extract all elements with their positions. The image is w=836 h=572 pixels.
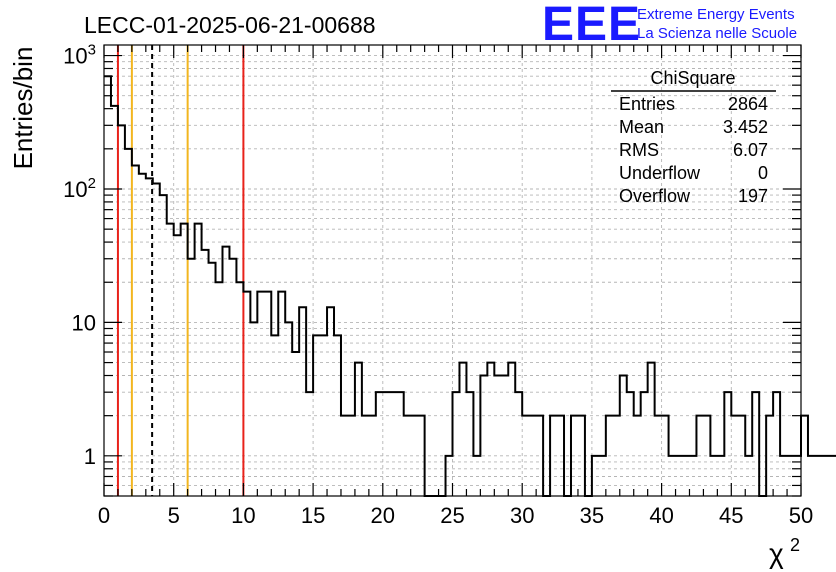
y-axis-label: Entries/bin [8,47,38,170]
eee-logo-line1: Extreme Energy Events [637,6,795,23]
run-title: LECC-01-2025-06-21-00688 [84,12,376,38]
x-tick-label: 50 [789,503,813,528]
x-tick-label: 5 [168,503,180,528]
x-tick-label: 25 [440,503,464,528]
x-tick-label: 0 [98,503,110,528]
x-tick-labels: 0 5 10 15 20 25 30 35 40 45 50 [98,503,813,528]
stats-row-label: RMS [619,140,659,160]
histogram-outline [104,75,836,497]
stats-row-label: Mean [619,117,664,137]
grid-lines [104,45,801,496]
x-tick-label: 20 [371,503,395,528]
reference-lines [116,45,245,496]
x-tick-label: 45 [719,503,743,528]
stats-row-label: Entries [619,94,675,114]
axis-ticks [103,45,802,497]
stats-row-value: 6.07 [733,140,768,160]
stats-row-value: 0 [758,163,768,183]
y-tick-labels: 1 10 102 103 [63,42,96,469]
y-tick-label: 102 [63,175,96,202]
stats-row-label: Underflow [619,163,701,183]
stats-box: ChiSquare Entries 2864 Mean 3.452 RMS 6.07 Und… [611,68,776,206]
x-tick-label: 40 [649,503,673,528]
x-tick-label: 35 [580,503,604,528]
x-tick-label: 15 [301,503,325,528]
eee-logo-line2: La Scienza nelle Scuole [637,25,797,42]
y-tick-label: 103 [63,42,96,69]
stats-row-label: Overflow [619,186,691,206]
stats-row-value: 2864 [728,94,768,114]
eee-logo-mark: EEE [542,0,641,51]
stats-row-value: 197 [738,186,768,206]
eee-logo: EEE Extreme Energy Events La Scienza nel… [542,0,797,51]
x-tick-label: 30 [510,503,534,528]
stats-row-value: 3.452 [723,117,768,137]
x-tick-label: 10 [231,503,255,528]
stats-box-title: ChiSquare [650,68,735,88]
y-tick-label: 1 [84,444,96,469]
x-axis-label: χ 2 [769,535,800,569]
x-axis-label-sup: 2 [790,535,800,555]
x-axis-label-base: χ [769,538,784,569]
y-tick-label: 10 [72,310,96,335]
